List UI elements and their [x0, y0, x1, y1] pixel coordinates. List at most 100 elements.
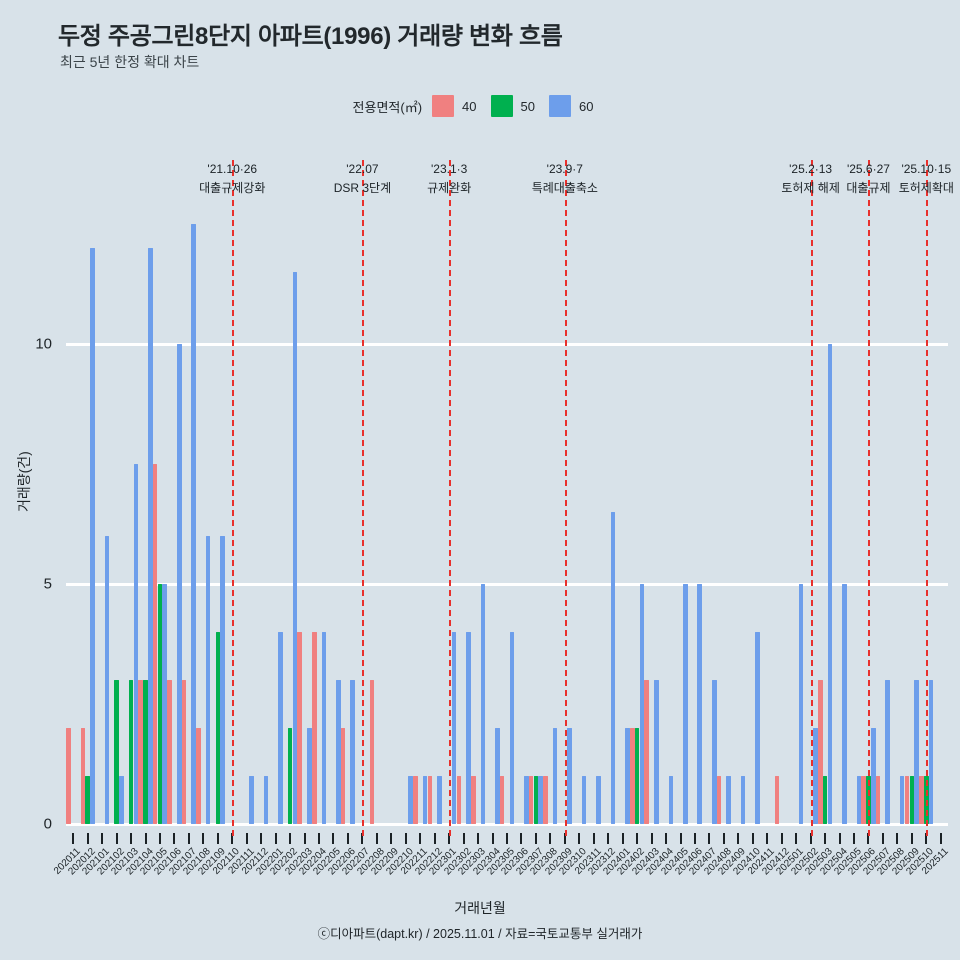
bar[interactable]	[480, 584, 486, 824]
bar[interactable]	[856, 776, 862, 824]
bar[interactable]	[716, 776, 722, 824]
bar[interactable]	[215, 632, 221, 824]
bar[interactable]	[133, 464, 139, 824]
bar[interactable]	[297, 632, 303, 824]
bar[interactable]	[726, 776, 731, 824]
bar[interactable]	[104, 536, 110, 824]
bar[interactable]	[581, 776, 587, 824]
bar[interactable]	[870, 728, 876, 824]
bar[interactable]	[335, 680, 341, 824]
bar[interactable]	[683, 584, 688, 824]
bar[interactable]	[543, 776, 548, 824]
x-tick	[824, 833, 827, 844]
bar[interactable]	[311, 632, 317, 824]
bar[interactable]	[610, 512, 616, 824]
bar[interactable]	[466, 632, 471, 824]
bar[interactable]	[625, 728, 630, 824]
bar[interactable]	[128, 680, 134, 824]
bar[interactable]	[528, 776, 534, 824]
bar[interactable]	[644, 680, 650, 824]
bar[interactable]	[552, 728, 558, 824]
bar[interactable]	[80, 728, 86, 824]
bar[interactable]	[340, 728, 346, 824]
bar[interactable]	[596, 776, 601, 824]
bar[interactable]	[567, 728, 572, 824]
bar[interactable]	[697, 584, 703, 824]
bar[interactable]	[413, 776, 418, 824]
x-tick	[910, 833, 913, 844]
bar[interactable]	[191, 224, 196, 824]
bar[interactable]	[66, 728, 71, 824]
bar[interactable]	[523, 776, 529, 824]
bar[interactable]	[143, 680, 148, 824]
bar[interactable]	[162, 584, 168, 824]
bar[interactable]	[181, 680, 187, 824]
bar[interactable]	[914, 680, 919, 824]
bar[interactable]	[755, 632, 760, 824]
bar[interactable]	[427, 776, 433, 824]
bar[interactable]	[321, 632, 327, 824]
bar[interactable]	[875, 776, 881, 824]
bar[interactable]	[85, 776, 90, 824]
bar[interactable]	[509, 632, 515, 824]
legend-item-50[interactable]: 50	[490, 95, 535, 117]
bar[interactable]	[533, 776, 539, 824]
bar[interactable]	[205, 536, 211, 824]
x-tick	[173, 833, 176, 844]
bar[interactable]	[740, 776, 746, 824]
bar[interactable]	[90, 248, 95, 824]
bar[interactable]	[630, 728, 635, 824]
bar[interactable]	[451, 632, 457, 824]
bar[interactable]	[904, 776, 910, 824]
bar[interactable]	[817, 680, 823, 824]
bar[interactable]	[422, 776, 428, 824]
bar[interactable]	[822, 776, 828, 824]
bar[interactable]	[813, 728, 818, 824]
bar[interactable]	[119, 776, 124, 824]
bar[interactable]	[654, 680, 659, 824]
bar[interactable]	[292, 272, 298, 824]
bar[interactable]	[885, 680, 891, 824]
bar[interactable]	[307, 728, 312, 824]
bar[interactable]	[220, 536, 225, 824]
bar[interactable]	[369, 680, 375, 824]
x-tick	[130, 833, 133, 844]
bar[interactable]	[278, 632, 283, 824]
bar[interactable]	[861, 776, 866, 824]
bar[interactable]	[157, 584, 163, 824]
bar[interactable]	[774, 776, 780, 824]
bar[interactable]	[711, 680, 717, 824]
bar[interactable]	[899, 776, 905, 824]
bar[interactable]	[909, 776, 915, 824]
bar[interactable]	[138, 680, 144, 824]
bar[interactable]	[437, 776, 442, 824]
bar[interactable]	[287, 728, 293, 824]
bar[interactable]	[167, 680, 172, 824]
legend-label-50: 50	[520, 98, 535, 114]
legend-item-40[interactable]: 40	[432, 95, 477, 117]
bar[interactable]	[928, 680, 934, 824]
bar[interactable]	[798, 584, 804, 824]
bar[interactable]	[114, 680, 119, 824]
bar[interactable]	[639, 584, 645, 824]
bar[interactable]	[827, 344, 833, 824]
bar[interactable]	[470, 776, 476, 824]
bar[interactable]	[249, 776, 254, 824]
bar[interactable]	[148, 248, 153, 824]
bar[interactable]	[176, 344, 182, 824]
bar[interactable]	[152, 464, 158, 824]
bar[interactable]	[408, 776, 413, 824]
bar[interactable]	[263, 776, 269, 824]
bar[interactable]	[456, 776, 462, 824]
bar[interactable]	[196, 728, 201, 824]
bar[interactable]	[634, 728, 640, 824]
bar[interactable]	[495, 728, 500, 824]
bar[interactable]	[350, 680, 356, 824]
legend-item-60[interactable]: 60	[548, 95, 593, 117]
bar[interactable]	[538, 776, 543, 824]
bar[interactable]	[919, 776, 924, 824]
bar[interactable]	[668, 776, 674, 824]
x-tick	[896, 833, 899, 844]
bar[interactable]	[499, 776, 505, 824]
bar[interactable]	[842, 584, 847, 824]
